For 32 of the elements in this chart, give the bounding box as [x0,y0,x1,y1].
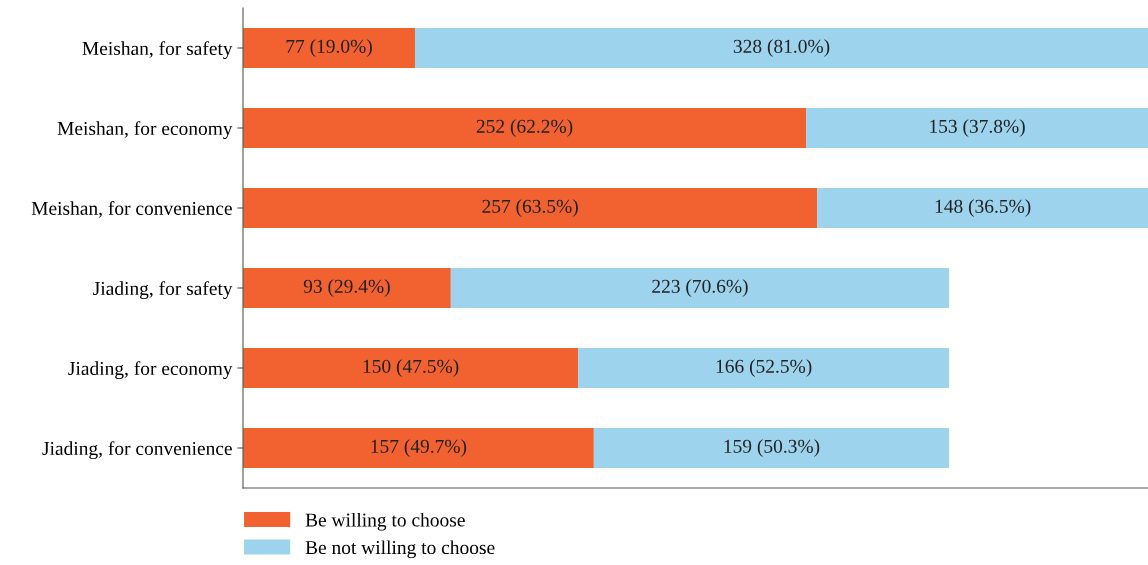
bar [450,268,950,308]
data-label: 77 (19.0%) [286,39,372,57]
bar [243,428,594,468]
bar [817,188,1148,228]
data-label: 328 (81.0%) [733,39,830,57]
bar [243,268,451,308]
bar [593,428,950,468]
data-label: 148 (36.5%) [935,199,1031,217]
legend-label: Be not willing to choose [305,540,495,559]
bar [806,108,1148,148]
data-label: 93 (29.4%) [303,279,390,297]
data-label: 223 (70.6%) [652,279,748,297]
bar [578,348,950,388]
data-label: 159 (50.3%) [724,439,820,457]
data-label: 166 (52.5%) [716,359,812,377]
legend-label: Be willing to choose [305,512,465,531]
data-label: 150 (47.5%) [363,359,459,377]
y-tick-label: Meishan, for safety [82,41,233,60]
y-tick-label: Jiading, for economy [68,361,233,380]
data-label: 252 (62.2%) [476,119,573,137]
bar [243,188,818,228]
y-tick-label: Meishan, for convenience [31,201,232,218]
data-label: 157 (49.7%) [371,439,467,457]
y-tick-label: Meishan, for economy [57,121,233,140]
bar [243,348,579,388]
bar [243,28,416,68]
bar [415,28,1148,68]
y-tick-label: Jiading, for safety [93,281,233,300]
data-label: 257 (63.5%) [482,199,578,217]
bar [243,108,807,148]
y-tick-label: Jiading, for convenience [42,441,232,460]
data-label: 153 (37.8%) [930,119,1025,137]
